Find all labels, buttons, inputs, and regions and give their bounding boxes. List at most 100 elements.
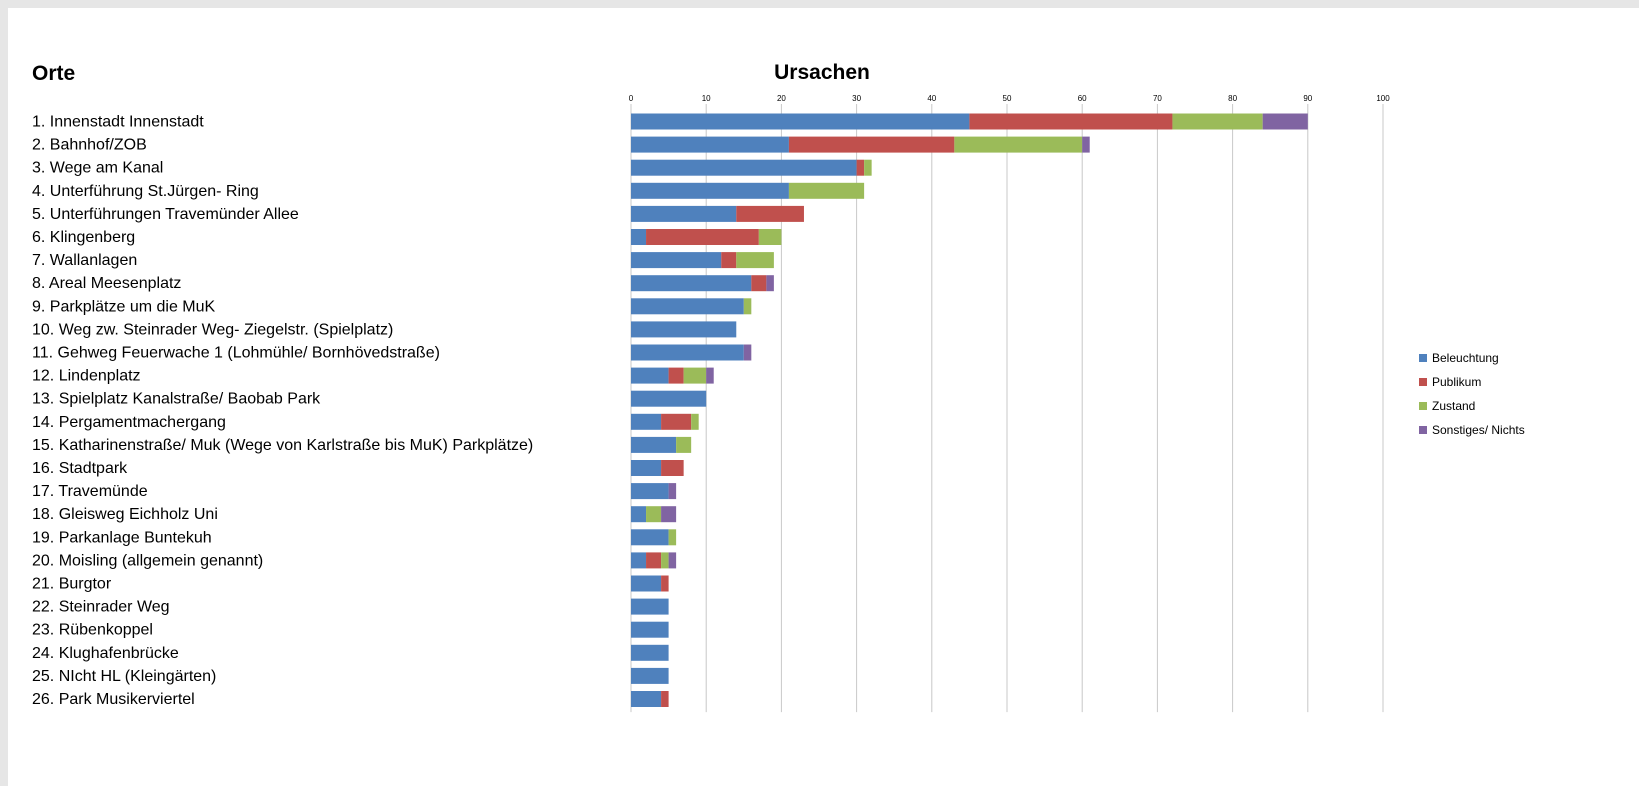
bar-segment <box>631 275 752 292</box>
bar-segment <box>736 252 774 269</box>
bar-segment <box>736 205 804 222</box>
category-label: 8. Areal Meesenplatz <box>32 275 181 292</box>
category-label: 25. NIcht HL (Kleingärten) <box>32 668 216 685</box>
category-label: 15. Katharinenstraße/ Muk (Wege von Karl… <box>32 437 533 454</box>
category-label: 26. Park Musikerviertel <box>32 691 195 708</box>
category-label: 19. Parkanlage Buntekuh <box>32 529 212 546</box>
bar-segment <box>631 436 677 453</box>
bar-segment <box>631 182 789 199</box>
bar-segment <box>631 321 737 338</box>
x-tick-label: 70 <box>1153 94 1162 103</box>
category-label: 13. Spielplatz Kanalstraße/ Baobab Park <box>32 391 321 408</box>
category-label: 3. Wege am Kanal <box>32 160 163 177</box>
bar-segment <box>1172 113 1263 130</box>
bar-segment <box>788 136 955 153</box>
x-tick-label: 90 <box>1303 94 1312 103</box>
legend: Beleuchtung Publikum Zustand Sonstiges/ Nic… <box>1419 351 1525 437</box>
bar-segment <box>766 275 774 292</box>
category-label: 7. Wallanlagen <box>32 252 137 269</box>
bar-segment <box>668 552 677 569</box>
x-tick-label: 40 <box>927 94 936 103</box>
bar-segment <box>954 136 1083 153</box>
x-tick-label: 10 <box>702 94 711 103</box>
bar-segment <box>631 529 669 546</box>
x-tick-label: 20 <box>777 94 786 103</box>
category-label: 10. Weg zw. Steinrader Weg- Ziegelstr. (… <box>32 321 393 338</box>
category-label: 17. Travemünde <box>32 483 148 500</box>
bar-segment <box>706 367 714 384</box>
bar-segment <box>631 344 744 361</box>
bar-segment <box>661 413 692 430</box>
bar-segment <box>758 229 782 245</box>
bar-segment <box>721 252 737 269</box>
bar-segment <box>631 159 857 176</box>
bar-segment <box>856 159 865 176</box>
bar-segment <box>631 252 722 269</box>
bar-segment <box>676 436 692 453</box>
bar-segment <box>969 113 1173 130</box>
bar-segment <box>631 298 744 315</box>
bar-segment <box>646 552 662 569</box>
legend-label: Zustand <box>1432 399 1475 413</box>
bar-segment <box>661 691 669 707</box>
bar-segment <box>864 159 872 176</box>
chart-canvas: Orte Ursachen 0 10 20 30 40 50 60 70 80 90 100 1. … <box>8 8 1639 786</box>
category-label: 2. Bahnhof/ZOB <box>32 137 147 154</box>
category-label: 16. Stadtpark <box>32 460 128 477</box>
bar-segment <box>631 113 970 130</box>
bar-segment <box>691 413 699 430</box>
category-label: 9. Parkplätze um die MuK <box>32 298 216 315</box>
bar-segment <box>631 483 669 500</box>
bar-segment <box>631 460 662 476</box>
category-label: 6. Klingenberg <box>32 229 135 246</box>
x-tick-label: 60 <box>1078 94 1087 103</box>
category-label: 18. Gleisweg Eichholz Uni <box>32 506 218 523</box>
category-label: 24. Klughafenbrücke <box>32 645 179 662</box>
bar-segment <box>743 344 752 361</box>
bar-segment <box>668 483 677 500</box>
stacked-bar-chart: Orte Ursachen 0 10 20 30 40 50 60 70 80 90 100 1. … <box>32 61 1525 713</box>
bars <box>631 113 1308 707</box>
bar-segment <box>631 667 669 684</box>
category-label: 20. Moisling (allgemein genannt) <box>32 552 263 569</box>
bar-segment <box>743 298 752 315</box>
chart-title: Ursachen <box>774 61 870 84</box>
bar-segment <box>668 367 684 384</box>
gridlines <box>630 104 1384 713</box>
category-label: 22. Steinrader Weg <box>32 599 170 616</box>
bar-segment <box>661 460 684 476</box>
bar-segment <box>683 367 707 384</box>
legend-swatch <box>1419 378 1427 386</box>
category-label: 11. Gehweg Feuerwache 1 (Lohmühle/ Bornh… <box>32 345 440 362</box>
bar-segment <box>1262 113 1308 130</box>
bar-segment <box>631 205 737 222</box>
legend-swatch <box>1419 354 1427 362</box>
bar-segment <box>788 182 865 199</box>
x-tick-label: 50 <box>1003 94 1012 103</box>
bar-segment <box>631 598 669 615</box>
x-tick-label: 0 <box>629 94 634 103</box>
category-label: 1. Innenstadt Innenstadt <box>32 114 204 131</box>
bar-segment <box>631 691 662 707</box>
x-tick-label: 100 <box>1376 94 1390 103</box>
bar-segment <box>1082 136 1090 153</box>
category-label: 23. Rübenkoppel <box>32 622 153 639</box>
x-tick-label: 30 <box>852 94 861 103</box>
bar-segment <box>668 529 677 546</box>
bar-segment <box>631 136 789 153</box>
bar-segment <box>631 552 647 569</box>
bar-segment <box>631 367 669 384</box>
legend-label: Beleuchtung <box>1432 351 1499 365</box>
legend-label: Publikum <box>1432 375 1481 389</box>
legend-swatch <box>1419 402 1427 410</box>
category-label: 4. Unterführung St.Jürgen- Ring <box>32 183 259 200</box>
bar-segment <box>646 506 662 523</box>
bar-segment <box>646 229 759 245</box>
bar-segment <box>661 552 669 569</box>
bar-segment <box>751 275 767 292</box>
bar-segment <box>631 506 647 523</box>
legend-label: Sonstiges/ Nichts <box>1432 423 1525 437</box>
category-labels: 1. Innenstadt Innenstadt 2. Bahnhof/ZOB 3.… <box>32 114 533 709</box>
x-tick-label: 80 <box>1228 94 1237 103</box>
bar-segment <box>631 390 707 407</box>
